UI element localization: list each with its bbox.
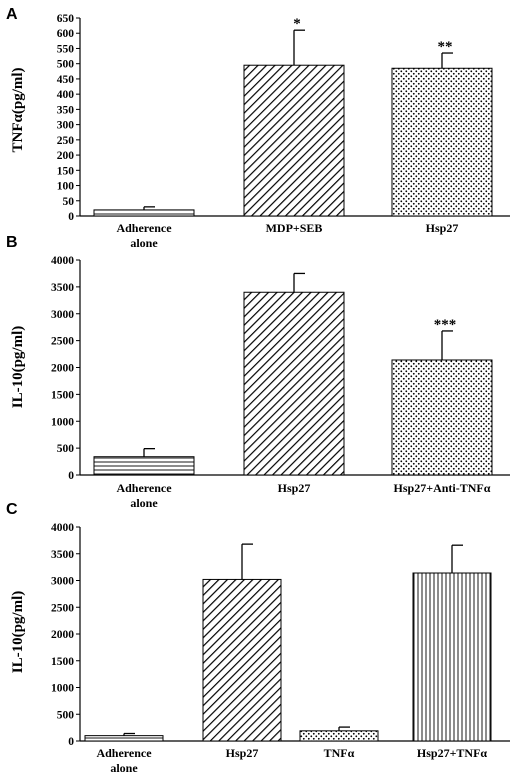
y-tick-label: 0: [68, 211, 74, 223]
bar: [93, 456, 195, 476]
y-tick-label: 1000: [51, 416, 74, 428]
bar: [391, 67, 493, 217]
x-category-label-line: Hsp27: [426, 221, 459, 235]
x-category-label-line: Adherence: [96, 746, 152, 760]
x-category-label-line: Hsp27: [226, 746, 259, 760]
x-category-label-line: Hsp27+Anti-TNFα: [394, 481, 491, 495]
y-tick-label: 500: [57, 59, 75, 71]
bar: [412, 572, 492, 742]
y-tick-label: 550: [57, 43, 75, 55]
x-category-label: MDP+SEB: [266, 221, 323, 235]
y-tick-label: 0: [68, 736, 74, 748]
y-axis-label-a: TNFα(pg/ml): [10, 67, 26, 152]
y-tick-label: 400: [57, 89, 75, 101]
x-category-label: Hsp27: [226, 746, 259, 760]
x-category-label: Adherence alone: [116, 481, 172, 510]
y-tick-label: 4000: [51, 522, 74, 534]
y-tick-label: 600: [57, 28, 75, 40]
y-axis-label-b: IL-10(pg/ml): [10, 326, 26, 409]
x-category-label-line: Hsp27+TNFα: [417, 746, 488, 760]
x-category-label: TNFα: [324, 746, 355, 760]
panel-label-a: A: [6, 6, 18, 23]
x-category-label-line: Adherence: [116, 481, 172, 495]
x-category-label: Hsp27: [426, 221, 459, 235]
y-tick-label: 300: [57, 120, 75, 132]
x-category-label-line: Hsp27: [278, 481, 311, 495]
y-tick-label: 1000: [51, 683, 74, 695]
panel-b: B IL-10(pg/ml) 0 500 1000 1500 2000 2500 3000 3…: [6, 234, 510, 510]
y-tick-label: 3500: [51, 282, 74, 294]
panel-label-c: C: [6, 501, 18, 518]
x-category-label: Adherence alone: [116, 221, 172, 250]
significance-marker: **: [438, 39, 453, 55]
bar: [93, 209, 195, 217]
x-category-label-line: alone: [110, 761, 138, 775]
y-tick-label: 2000: [51, 363, 74, 375]
y-tick-label: 3000: [51, 576, 74, 588]
significance-marker: *: [293, 16, 301, 32]
panel-c: C IL-10(pg/ml) 0 500 1000 1500 2000 2500 3000 3…: [6, 501, 510, 775]
y-tick-label: 150: [57, 165, 75, 177]
bar: [243, 291, 345, 476]
x-category-label-line: Adherence: [116, 221, 172, 235]
y-tick-label: 500: [57, 709, 75, 721]
x-category-label-line: MDP+SEB: [266, 221, 323, 235]
bar: [243, 64, 345, 217]
y-tick-label: 50: [63, 196, 75, 208]
y-tick-label: 2500: [51, 336, 74, 348]
y-tick-label: 0: [68, 470, 74, 482]
y-tick-label: 650: [57, 13, 75, 25]
y-tick-label: 250: [57, 135, 75, 147]
x-category-label-line: alone: [130, 236, 158, 250]
y-tick-label: 3000: [51, 309, 74, 321]
x-category-label: Hsp27+Anti-TNFα: [394, 481, 491, 495]
bar: [202, 578, 282, 742]
bar: [84, 735, 164, 742]
y-tick-label: 500: [57, 443, 75, 455]
y-axis-label-c: IL-10(pg/ml): [10, 591, 26, 674]
y-tick-label: 200: [57, 150, 75, 162]
y-tick-label: 1500: [51, 389, 74, 401]
x-category-label: Adherence alone: [96, 746, 152, 775]
y-tick-label: 3500: [51, 549, 74, 561]
y-tick-label: 2500: [51, 602, 74, 614]
y-tick-label: 4000: [51, 255, 74, 267]
x-category-label: Hsp27: [278, 481, 311, 495]
y-tick-label: 350: [57, 104, 75, 116]
x-category-label-line: TNFα: [324, 746, 355, 760]
y-tick-label: 1500: [51, 656, 74, 668]
x-category-label: Hsp27+TNFα: [417, 746, 488, 760]
x-category-label-line: alone: [130, 496, 158, 510]
panel-a: A TNFα(pg/ml) 0 50 100 150 200 250 300 350 400 45…: [6, 6, 510, 250]
panel-label-b: B: [6, 234, 18, 251]
bar: [391, 359, 493, 476]
y-tick-label: 100: [57, 181, 75, 193]
y-tick-label: 2000: [51, 629, 74, 641]
bar: [299, 730, 379, 742]
significance-marker: ***: [434, 317, 457, 333]
y-tick-label: 450: [57, 74, 75, 86]
